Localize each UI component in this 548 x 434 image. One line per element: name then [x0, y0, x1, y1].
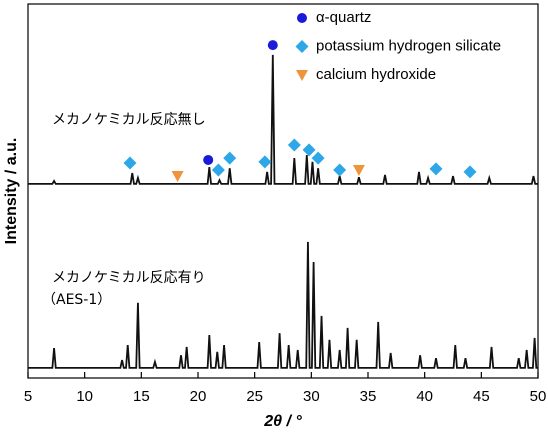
sample-id: （AES-1）	[42, 292, 111, 308]
x-axis-label: 2θ / °	[263, 413, 302, 430]
legend-marker	[296, 70, 308, 81]
x-tick-label: 15	[133, 388, 150, 405]
phase-marker	[311, 151, 325, 165]
legend-marker	[295, 40, 309, 53]
x-tick-label: 45	[473, 388, 490, 405]
phase-marker	[171, 171, 184, 183]
x-tick-label: 35	[360, 388, 377, 405]
x-tick-label: 50	[530, 388, 547, 405]
x-tick-label: 40	[416, 388, 433, 405]
phase-marker	[223, 151, 237, 165]
legend-label: α-quartz	[316, 9, 371, 26]
legend-marker	[297, 13, 307, 23]
legend-label: potassium hydrogen silicate	[316, 37, 501, 54]
x-tick-label: 20	[190, 388, 207, 405]
phase-marker	[302, 143, 316, 157]
phase-marker	[429, 162, 443, 176]
pattern-label: メカノケミカル反応有り	[52, 270, 206, 286]
phase-marker	[333, 163, 347, 177]
phase-marker	[267, 40, 278, 51]
plot-frame	[27, 3, 539, 379]
phase-marker	[211, 163, 225, 177]
phase-marker	[123, 156, 137, 170]
y-axis-label: Intensity / a.u.	[3, 138, 20, 245]
x-tick-label: 5	[24, 388, 32, 405]
phase-marker	[463, 165, 477, 179]
x-tick-label: 25	[246, 388, 263, 405]
legend-label: calcium hydroxide	[316, 66, 436, 83]
x-tick-label: 30	[303, 388, 320, 405]
phase-marker	[203, 154, 214, 165]
pattern-label: メカノケミカル反応無し	[52, 112, 206, 128]
pattern-line	[28, 54, 538, 185]
phase-marker	[258, 155, 272, 169]
pattern-line	[28, 241, 538, 369]
phase-marker	[287, 138, 301, 152]
x-tick-label: 10	[76, 388, 93, 405]
phase-marker	[352, 165, 365, 177]
